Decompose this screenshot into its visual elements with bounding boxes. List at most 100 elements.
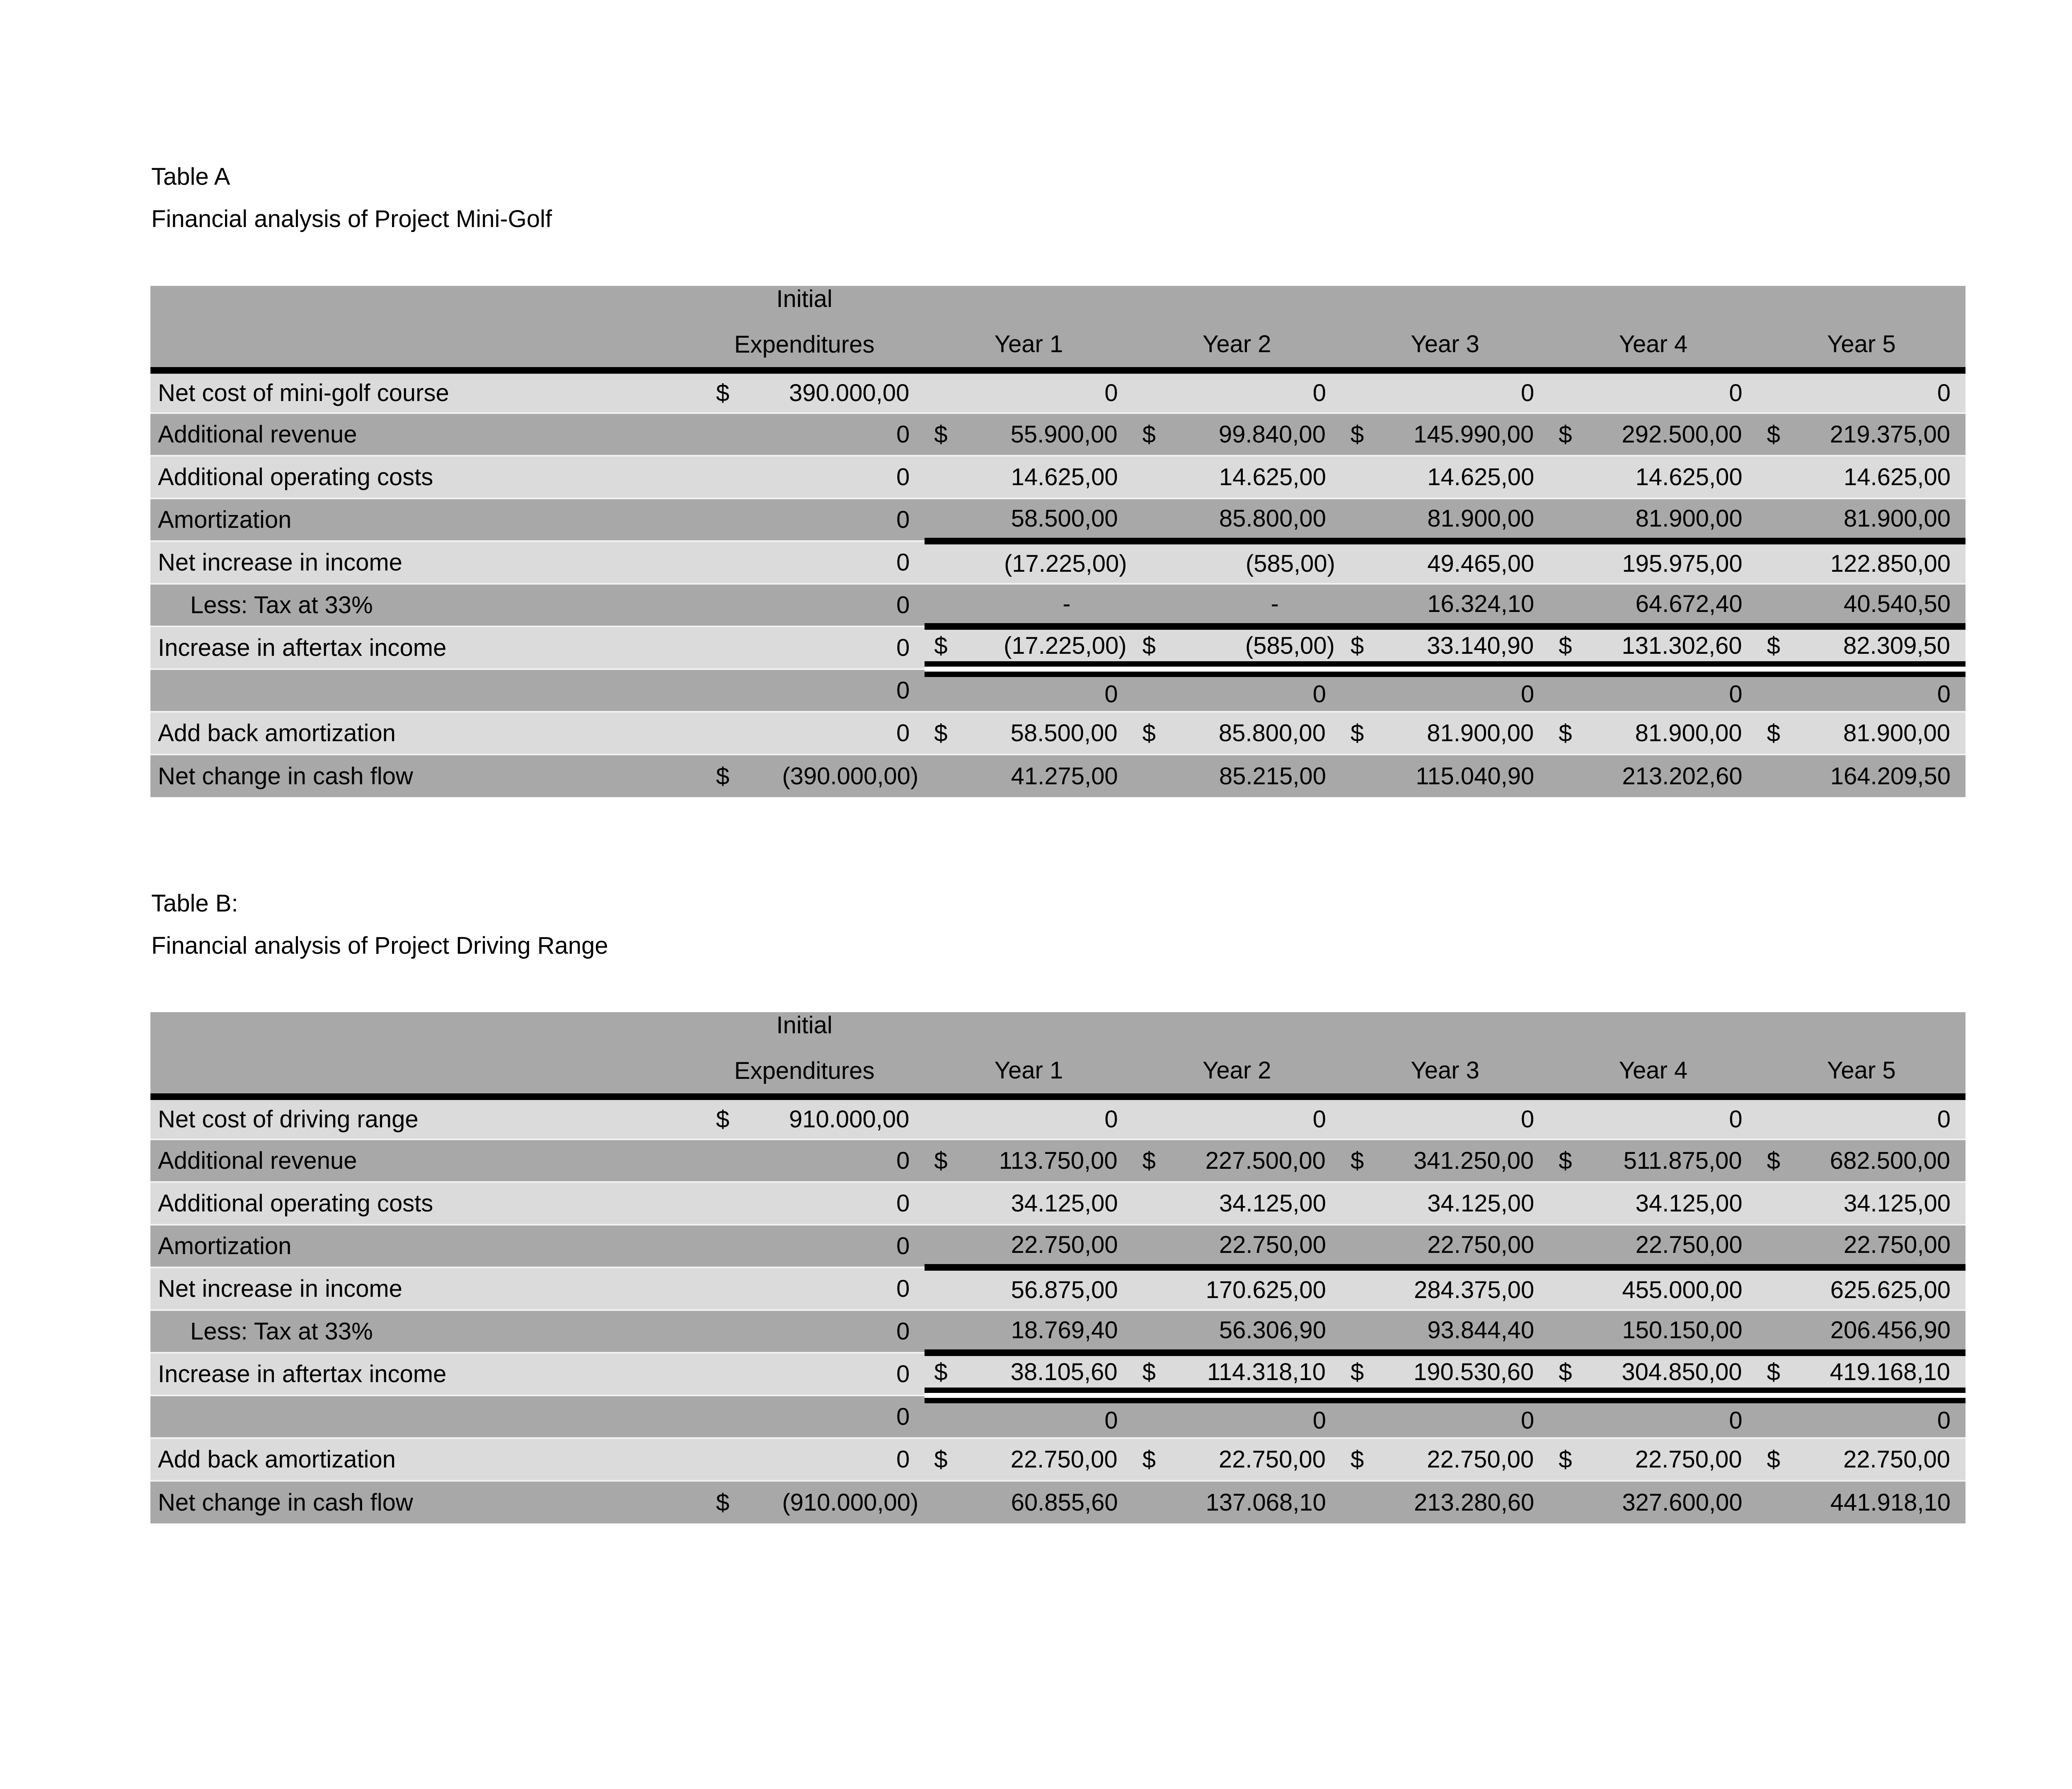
year-cell: 81.900,00 xyxy=(1757,498,1965,544)
currency-symbol: $ xyxy=(1142,632,1156,659)
currency-symbol: $ xyxy=(934,1358,948,1385)
currency-symbol: $ xyxy=(1559,1446,1572,1473)
year-cell: $22.750,00 xyxy=(1549,1437,1757,1481)
header-initial-expenditures: Initial Expenditures xyxy=(684,286,925,374)
currency-symbol: $ xyxy=(1142,720,1156,747)
header-year3: Year 3 xyxy=(1341,1012,1549,1100)
header-row: Initial Expenditures Year 1 Year 2 Year 3… xyxy=(150,286,1965,374)
row-label-cell: Additional revenue xyxy=(150,1139,684,1182)
year-cell: 40.540,50 xyxy=(1757,583,1965,630)
initial-cell: 0 xyxy=(684,1224,925,1267)
initial-cell: 0 xyxy=(684,1139,925,1182)
row-label-cell: Additional operating costs xyxy=(150,1181,684,1225)
year-cell: 41.275,00 xyxy=(925,754,1133,797)
year-cell: 81.900,00 xyxy=(1341,498,1549,544)
year-cell: 14.625,00 xyxy=(925,455,1133,498)
amount: 190.530,60 xyxy=(1414,1358,1534,1385)
year-cell: 56.306,90 xyxy=(1133,1309,1341,1356)
year-cell: 213.202,60 xyxy=(1549,754,1757,797)
year-cell: 0 xyxy=(1133,668,1341,712)
year-cell: 16.324,10 xyxy=(1341,583,1549,630)
header-year3: Year 3 xyxy=(1341,286,1549,374)
amount: 81.900,00 xyxy=(1427,720,1534,747)
year-cell: $38.105,60 xyxy=(925,1352,1133,1403)
year-cell: 455.000,00 xyxy=(1549,1267,1757,1310)
year-cell: 14.625,00 xyxy=(1341,455,1549,498)
row-label-cell: Add back amortization xyxy=(150,711,684,754)
initial-cell: 0 xyxy=(684,668,925,712)
year-cell: $113.750,00 xyxy=(925,1139,1133,1182)
currency-symbol: $ xyxy=(1767,1147,1780,1174)
table-a-header: Initial Expenditures Year 1 Year 2 Year 3… xyxy=(150,286,1965,374)
amount: 910.000,00 xyxy=(789,1106,910,1133)
year-cell: 0 xyxy=(1133,370,1341,413)
row-label-cell: Increase in aftertax income xyxy=(150,626,684,669)
row-label-cell: Add back amortization xyxy=(150,1437,684,1481)
year-cell: (17.225,00) xyxy=(925,540,1133,584)
table-b-title: Table B: xyxy=(151,890,238,917)
year-cell: 22.750,00 xyxy=(1549,1224,1757,1271)
header-year4: Year 4 xyxy=(1549,286,1757,374)
initial-cell: 0 xyxy=(684,626,925,669)
year-cell: 85.215,00 xyxy=(1133,754,1341,797)
row-label-cell: Amortization xyxy=(150,498,684,541)
currency-symbol: $ xyxy=(1142,421,1156,448)
year-cell: 34.125,00 xyxy=(1133,1181,1341,1225)
year-cell: $81.900,00 xyxy=(1757,711,1965,754)
year-cell: 0 xyxy=(1341,370,1549,413)
initial-cell: 0 xyxy=(684,1267,925,1310)
currency-symbol: $ xyxy=(934,1147,948,1174)
table-b-header: Initial Expenditures Year 1 Year 2 Year 3… xyxy=(150,1012,1965,1100)
amount: 145.990,00 xyxy=(1414,421,1534,448)
currency-symbol: $ xyxy=(716,763,730,790)
row-label-cell: Increase in aftertax income xyxy=(150,1352,684,1395)
year-cell: 195.975,00 xyxy=(1549,540,1757,584)
table-row: Add back amortization 0 $22.750,00 $22.7… xyxy=(150,1437,1965,1481)
currency-symbol: $ xyxy=(934,720,948,747)
year-cell: 14.625,00 xyxy=(1757,455,1965,498)
amount: (585,00) xyxy=(1245,632,1335,659)
initial-cell: 0 xyxy=(684,711,925,754)
currency-symbol: $ xyxy=(1142,1147,1156,1174)
table-row: Amortization 0 22.750,00 22.750,00 22.75… xyxy=(150,1224,1965,1271)
year-cell: 64.672,40 xyxy=(1549,583,1757,630)
year-cell: 22.750,00 xyxy=(1757,1224,1965,1271)
currency-symbol: $ xyxy=(1142,1358,1156,1385)
amount: 131.302,60 xyxy=(1622,632,1742,659)
year-cell: 34.125,00 xyxy=(1341,1181,1549,1225)
year-cell: 81.900,00 xyxy=(1549,498,1757,544)
row-label-cell: Net increase in income xyxy=(150,1267,684,1310)
amount: 55.900,00 xyxy=(1010,421,1118,448)
year-cell: $341.250,00 xyxy=(1341,1139,1549,1182)
currency-symbol: $ xyxy=(1350,720,1364,747)
currency-symbol: $ xyxy=(1142,1446,1156,1473)
amount: 85.800,00 xyxy=(1218,720,1326,747)
year-cell: $ (17.225,00) xyxy=(925,626,1133,677)
header-initial-line1: Initial xyxy=(776,1012,833,1039)
currency-symbol: $ xyxy=(1559,1358,1572,1385)
amount: 22.750,00 xyxy=(1010,1446,1118,1473)
header-year4: Year 4 xyxy=(1549,1012,1757,1100)
table-row: Less: Tax at 33% 0 18.769,40 56.306,90 9… xyxy=(150,1309,1965,1356)
year-cell: $419.168,10 xyxy=(1757,1352,1965,1403)
year-cell: 22.750,00 xyxy=(1341,1224,1549,1271)
row-label-cell: Net increase in income xyxy=(150,540,684,584)
amount: 22.750,00 xyxy=(1218,1446,1326,1473)
year-cell: $304.850,00 xyxy=(1549,1352,1757,1403)
year-cell: 206.456,90 xyxy=(1757,1309,1965,1356)
amount: 38.105,60 xyxy=(1010,1358,1118,1385)
year-cell: 441.918,10 xyxy=(1757,1480,1965,1523)
table-row: Amortization 0 58.500,00 85.800,00 81.90… xyxy=(150,498,1965,544)
row-label-cell xyxy=(150,668,684,712)
amount: 219.375,00 xyxy=(1830,421,1950,448)
year-cell: $81.900,00 xyxy=(1341,711,1549,754)
year-cell: $82.309,50 xyxy=(1757,626,1965,677)
amount: (17.225,00) xyxy=(1003,632,1127,659)
year-cell: $145.990,00 xyxy=(1341,412,1549,456)
year-cell: 170.625,00 xyxy=(1133,1267,1341,1310)
initial-cell: 0 xyxy=(684,1437,925,1481)
year-cell: 0 xyxy=(1341,668,1549,712)
amount: 58.500,00 xyxy=(1010,720,1118,747)
table-row: Less: Tax at 33% 0 - - 16.324,10 64.672,… xyxy=(150,583,1965,630)
row-label-cell: Additional operating costs xyxy=(150,455,684,498)
